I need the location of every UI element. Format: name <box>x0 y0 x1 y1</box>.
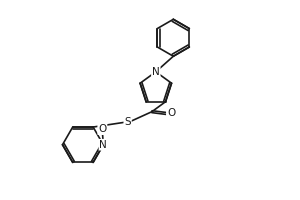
Text: N: N <box>100 140 107 150</box>
Text: S: S <box>124 117 131 127</box>
Text: N: N <box>152 67 160 77</box>
Text: O: O <box>98 124 106 134</box>
Text: O: O <box>167 108 175 118</box>
